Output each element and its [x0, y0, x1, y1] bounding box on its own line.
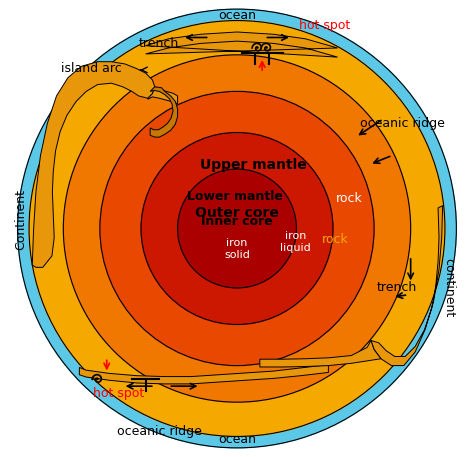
Text: trench: trench	[139, 37, 179, 50]
Text: ocean: ocean	[218, 433, 256, 446]
Text: iron
liquid: iron liquid	[280, 231, 311, 253]
Text: Outer core: Outer core	[195, 206, 279, 219]
Text: rock: rock	[322, 234, 349, 246]
Polygon shape	[260, 340, 381, 367]
Circle shape	[18, 9, 456, 448]
Text: rock: rock	[336, 192, 362, 205]
Text: Continent: Continent	[14, 189, 27, 250]
Text: Upper mantle: Upper mantle	[201, 158, 307, 171]
Text: hot spot: hot spot	[299, 19, 350, 32]
Text: oceanic ridge: oceanic ridge	[360, 117, 445, 130]
Text: trench: trench	[376, 282, 417, 294]
Circle shape	[64, 55, 410, 402]
Polygon shape	[371, 206, 443, 366]
Text: island arc: island arc	[61, 62, 122, 75]
Text: ocean: ocean	[218, 10, 256, 22]
Circle shape	[141, 133, 333, 324]
Text: continent: continent	[442, 258, 455, 318]
Polygon shape	[146, 32, 337, 57]
Polygon shape	[32, 62, 155, 267]
Polygon shape	[150, 87, 178, 137]
Text: Lower mantle: Lower mantle	[187, 190, 283, 203]
Polygon shape	[148, 87, 178, 104]
Circle shape	[100, 91, 374, 366]
Circle shape	[29, 21, 445, 436]
Text: oceanic ridge: oceanic ridge	[117, 425, 202, 438]
Text: iron
solid: iron solid	[224, 238, 250, 260]
Circle shape	[178, 169, 296, 288]
Text: Inner core: Inner core	[201, 215, 273, 228]
Polygon shape	[79, 365, 328, 384]
Text: hot spot: hot spot	[93, 388, 144, 400]
